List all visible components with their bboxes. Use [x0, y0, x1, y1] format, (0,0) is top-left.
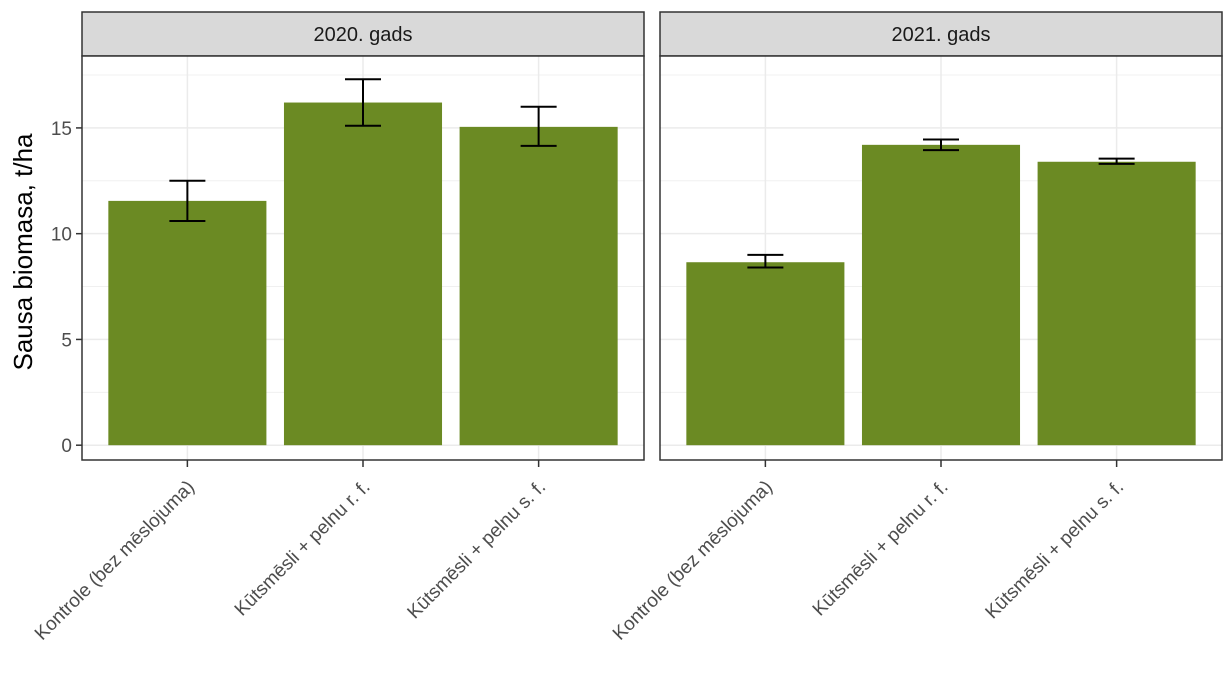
bar	[861, 144, 1021, 446]
bar	[283, 102, 443, 446]
error-bar	[345, 78, 381, 127]
y-tick-label: 15	[51, 119, 72, 140]
y-tick-label: 5	[61, 330, 72, 351]
x-tick-label: Kūtsmēsli + pelnu r. f.	[809, 477, 953, 621]
error-bar	[520, 105, 557, 147]
bar	[686, 262, 845, 446]
y-axis: 0 5 10 15	[51, 119, 82, 457]
y-tick-label: 10	[51, 225, 72, 246]
x-tick-label: Kūtsmēsli + pelnu s. f.	[982, 477, 1129, 624]
bar	[1037, 161, 1196, 446]
x-tick-label: Kontrole (bez mēslojuma)	[31, 477, 199, 645]
bar	[108, 200, 267, 446]
bar	[459, 126, 618, 446]
error-bar	[1098, 157, 1135, 165]
facet-strip	[81, 11, 645, 57]
error-bar	[169, 179, 206, 222]
y-tick-label: 0	[61, 436, 72, 457]
y-axis-title: Sausa biomasa, t/ha	[8, 133, 38, 371]
facet-title: 2021. gads	[892, 24, 991, 46]
error-bar	[923, 138, 959, 152]
facet-strip	[659, 11, 1223, 57]
x-tick-label: Kontrole (bez mēslojuma)	[609, 477, 777, 645]
facet-title: 2020. gads	[314, 24, 413, 46]
x-tick-label: Kūtsmēsli + pelnu r. f.	[231, 477, 375, 621]
x-tick-label: Kūtsmēsli + pelnu s. f.	[404, 477, 551, 624]
error-bar	[747, 253, 784, 269]
